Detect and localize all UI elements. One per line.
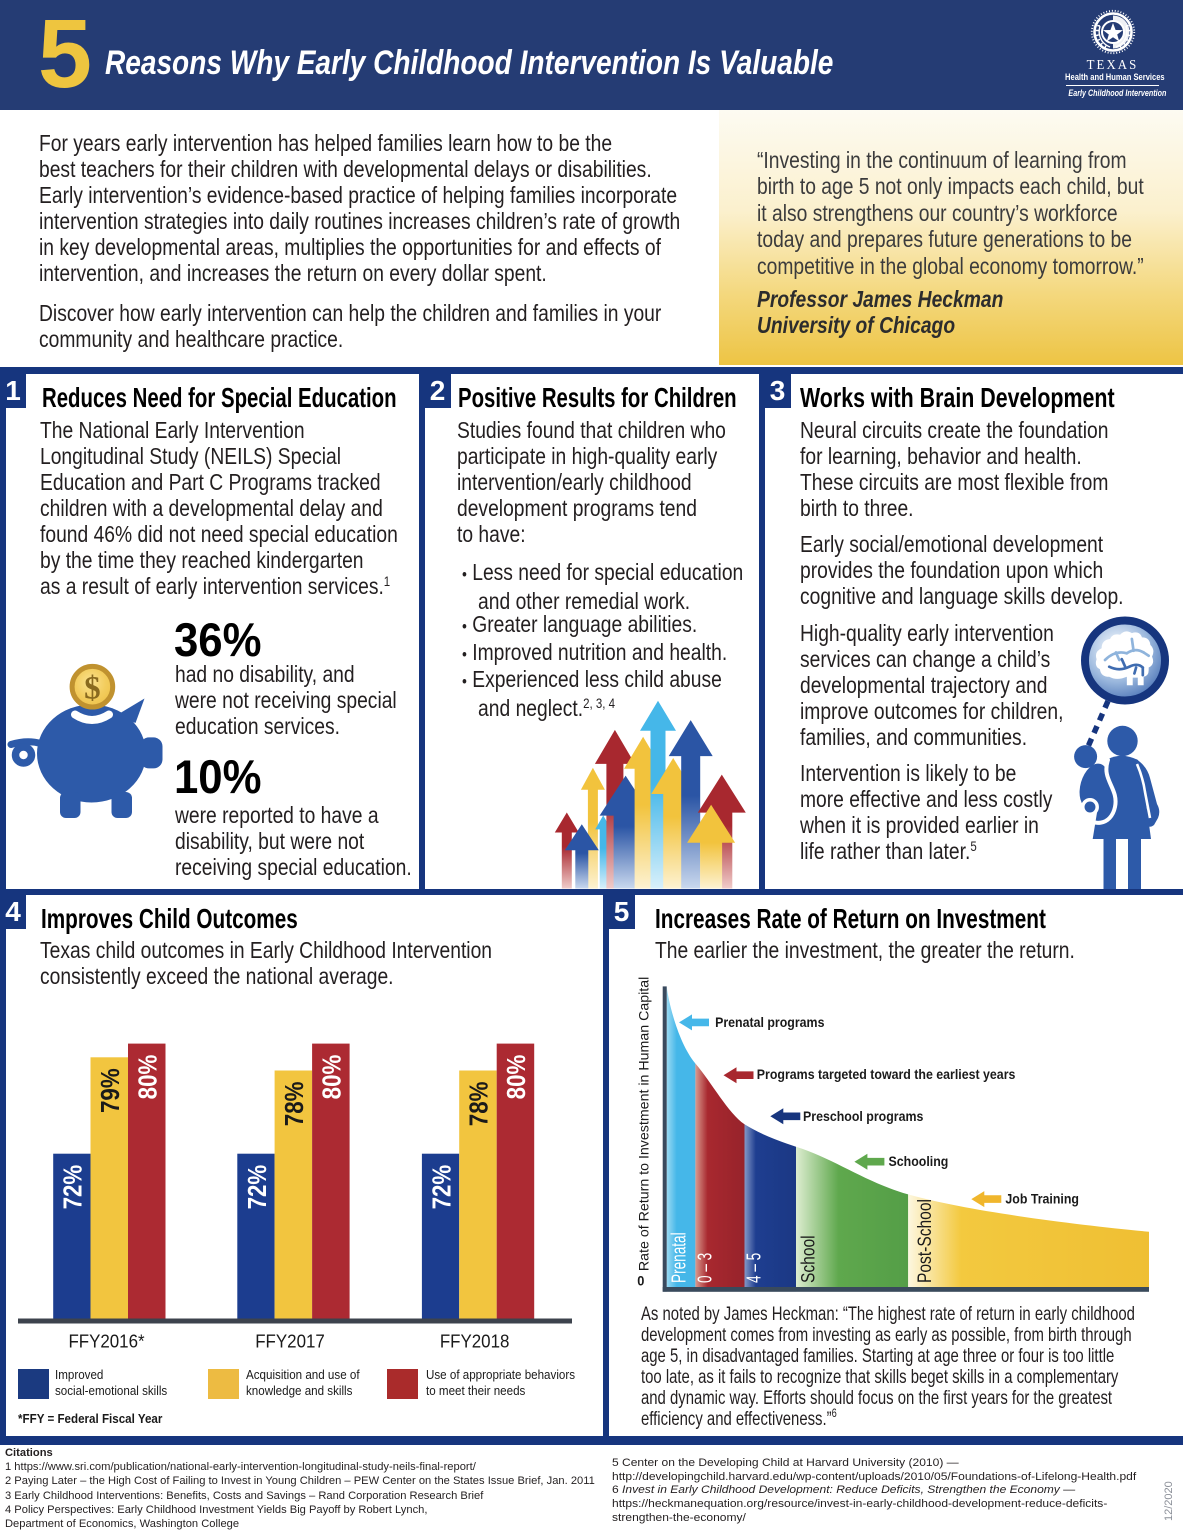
svg-text:4 – 5: 4 – 5	[743, 1253, 765, 1283]
svg-text:Post-School: Post-School	[914, 1199, 936, 1283]
svg-text:Rate of Return to Investment i: Rate of Return to Investment in Human Ca…	[636, 977, 652, 1271]
svg-text:Job Training: Job Training	[1005, 1191, 1079, 1207]
svg-text:80%: 80%	[318, 1055, 347, 1100]
svg-text:Preschool programs: Preschool programs	[803, 1108, 923, 1124]
svg-text:Programs targeted toward the e: Programs targeted toward the earliest ye…	[757, 1066, 1016, 1082]
svg-text:0: 0	[637, 1273, 644, 1288]
svg-text:72%: 72%	[428, 1165, 457, 1210]
svg-text:FFY2018: FFY2018	[440, 1331, 510, 1352]
svg-text:Prenatal: Prenatal	[668, 1232, 690, 1283]
svg-text:FFY2016*: FFY2016*	[68, 1331, 144, 1352]
svg-text:80%: 80%	[134, 1055, 163, 1100]
svg-text:Prenatal programs: Prenatal programs	[715, 1014, 824, 1030]
svg-text:Schooling: Schooling	[889, 1153, 949, 1169]
svg-text:72%: 72%	[243, 1165, 272, 1210]
svg-text:80%: 80%	[503, 1055, 532, 1100]
svg-text:78%: 78%	[281, 1082, 310, 1127]
svg-text:0 – 3: 0 – 3	[694, 1253, 716, 1283]
svg-text:School: School	[797, 1235, 819, 1283]
svg-text:72%: 72%	[59, 1165, 88, 1210]
svg-text:78%: 78%	[465, 1082, 494, 1127]
svg-text:79%: 79%	[96, 1068, 125, 1113]
svg-text:FFY2017: FFY2017	[255, 1331, 325, 1352]
svg-text:$: $	[84, 671, 101, 707]
